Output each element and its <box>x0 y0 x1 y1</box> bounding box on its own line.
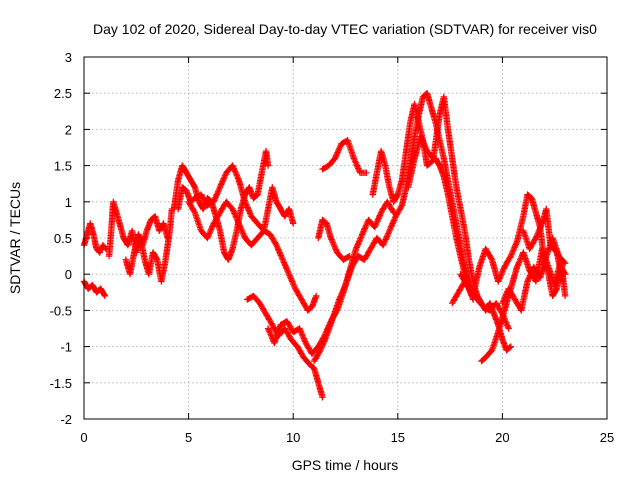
series-track-4 <box>122 213 171 278</box>
x-tick-label: 25 <box>600 430 614 445</box>
y-tick-label: 0.5 <box>54 231 72 246</box>
y-tick-label: 1.5 <box>54 159 72 174</box>
plus-marker-trail <box>319 137 370 176</box>
x-tick-label: 5 <box>185 430 192 445</box>
x-axis: 0 5 10 15 20 25 <box>80 57 614 445</box>
x-tick-label: 20 <box>495 430 509 445</box>
y-tick-label: -0.5 <box>50 303 72 318</box>
plot-frame <box>83 56 608 420</box>
series-track-7 <box>185 198 320 314</box>
plus-marker-trail <box>315 216 353 263</box>
y-tick-label: -1.5 <box>50 376 72 391</box>
y-tick-label: 0 <box>65 267 72 282</box>
y-tick-label: 2 <box>65 122 72 137</box>
y-tick-label: 3 <box>65 50 72 65</box>
x-tick-label: 0 <box>80 430 87 445</box>
plus-marker-trail <box>174 162 297 234</box>
series-track-12 <box>315 216 353 263</box>
y-axis: -2 -1.5 -1 -0.5 0 0.5 1 1.5 2 2.5 3 <box>50 50 607 427</box>
plus-marker-trail <box>520 205 567 285</box>
series-track-1 <box>80 278 109 300</box>
x-axis-title: GPS time / hours <box>292 457 399 473</box>
plus-marker-trail <box>80 278 109 300</box>
series-track-11 <box>319 137 370 176</box>
y-axis-title: SDTVAR / TECUs <box>7 182 23 294</box>
y-tick-label: 1 <box>65 195 72 210</box>
y-tick-label: 2.5 <box>54 86 72 101</box>
chart-title: Day 102 of 2020, Sidereal Day-to-day VTE… <box>93 21 597 37</box>
plus-marker-trail <box>170 147 272 263</box>
y-tick-label: -1 <box>60 340 72 355</box>
series-track-5 <box>170 147 272 263</box>
y-tick-label: -2 <box>60 412 72 427</box>
x-tick-label: 10 <box>286 430 300 445</box>
plus-marker-trail <box>185 198 320 314</box>
data-marks <box>80 90 569 401</box>
series-track-6 <box>174 162 297 234</box>
x-tick-label: 15 <box>391 430 405 445</box>
plus-marker-trail <box>122 213 171 278</box>
series-track-19 <box>520 205 567 285</box>
grid <box>84 57 607 419</box>
